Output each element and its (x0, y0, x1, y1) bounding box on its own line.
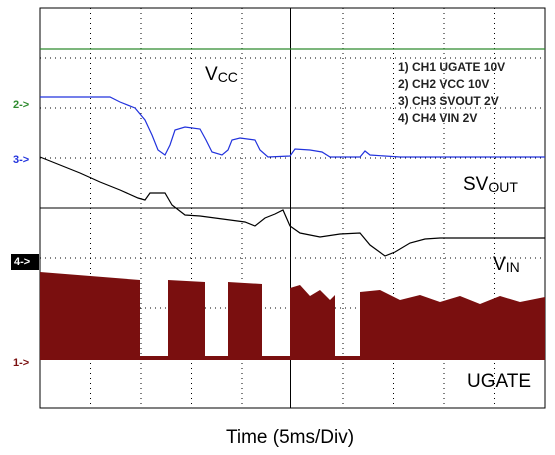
legend-entry: 1) CH1 UGATE 10V (398, 60, 505, 74)
legend-entry: 2) CH2 VCC 10V (398, 77, 489, 91)
channel-marker: 1-> (13, 357, 29, 369)
trace-label: UGATE (467, 371, 531, 392)
svout-trace (39, 156, 545, 257)
channel-marker: 4-> (14, 256, 30, 268)
trace-label: VCC (205, 64, 238, 85)
trace-labels: VCC SVOUT VIN UGATE (205, 64, 531, 392)
legend: 1) CH1 UGATE 10V 2) CH2 VCC 10V 3) CH3 S… (398, 60, 505, 125)
marker-box (11, 254, 39, 270)
trace-label: SVOUT (463, 174, 518, 195)
ugate-trace (40, 272, 545, 360)
vcc-trace (40, 96, 545, 158)
legend-entry: 4) CH4 VIN 2V (398, 111, 477, 125)
legend-entry: 3) CH3 SVOUT 2V (398, 94, 499, 108)
channel-markers: 2-> 3-> 4-> 1-> (11, 99, 39, 369)
x-axis-label: Time (5ms/Div) (226, 427, 354, 448)
channel-marker: 2-> (13, 99, 29, 111)
channel-marker: 3-> (13, 154, 29, 166)
trace-label: VIN (493, 254, 520, 275)
traces (39, 48, 545, 360)
